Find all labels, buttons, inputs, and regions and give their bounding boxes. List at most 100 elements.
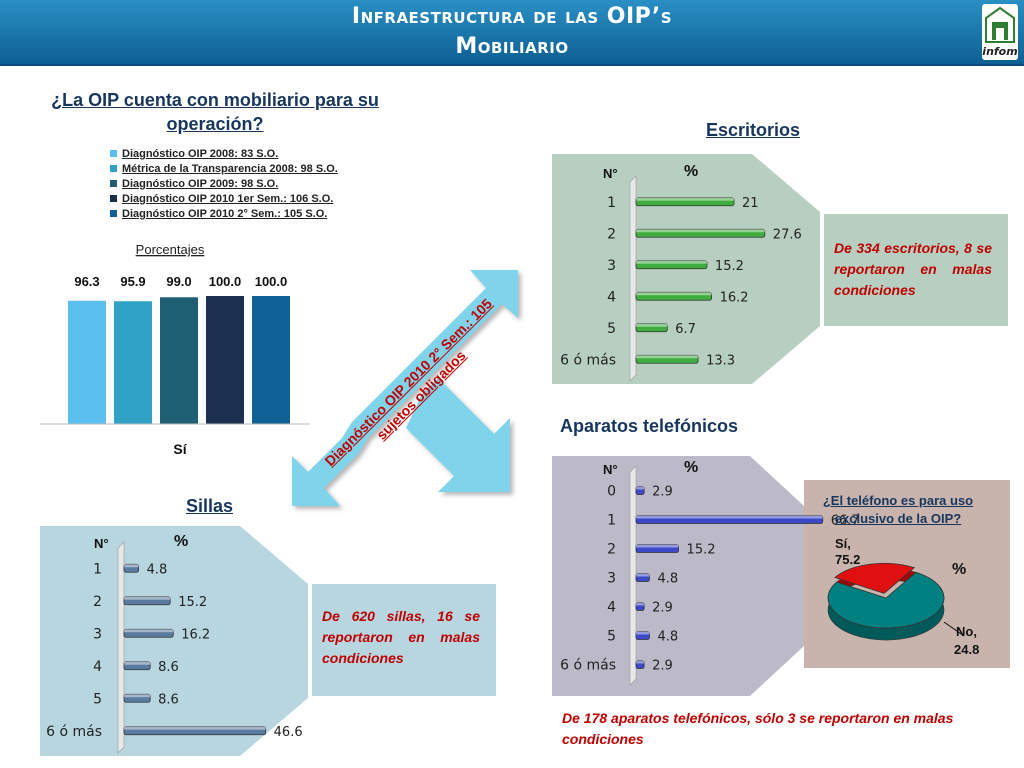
bar-value-label: 4.8 — [147, 562, 168, 577]
category-label: 4 — [607, 600, 616, 616]
main-bar-value-label: 95.9 — [120, 274, 145, 289]
main-bar — [160, 297, 198, 424]
pie-percent-label: % — [952, 561, 967, 578]
legend-label: Métrica de la Transparencia 2008: 98 S.O… — [122, 162, 338, 175]
main-bar-value-label: 96.3 — [74, 274, 99, 289]
bar-highlight — [124, 694, 151, 698]
axis-wall — [629, 175, 637, 382]
category-label: 4 — [93, 659, 102, 675]
bar-value-label: 6.7 — [675, 322, 696, 337]
bar-value-label: 4.8 — [657, 572, 678, 587]
category-label: 3 — [607, 258, 616, 274]
category-label: 6 ó más — [560, 352, 616, 368]
telefonos-col-n: N° — [603, 462, 618, 477]
legend-item: Diagnóstico OIP 2008: 83 S.O. — [110, 146, 338, 161]
bar — [635, 228, 766, 238]
axis-wall — [629, 465, 637, 686]
main-question: ¿La OIP cuenta con mobiliario para su op… — [51, 90, 379, 134]
legend-label: Diagnóstico OIP 2010 2° Sem.: 105 S.O. — [122, 207, 328, 220]
building-icon — [985, 6, 1015, 43]
bar-highlight — [636, 486, 645, 490]
bar — [123, 693, 151, 703]
slide-header: Infraestructura de las OIP’s Mobiliario … — [0, 0, 1024, 66]
escritorios-bar-chart: 1 21 2 27.6 3 15.2 4 16.2 5 6.7 6 ó más 13.3 — [560, 175, 802, 382]
sillas-bar-chart: 1 4.8 2 15.2 3 16.2 4 8.6 5 8.6 6 ó más 46.6 — [46, 541, 303, 754]
bar — [635, 544, 679, 553]
category-label: 2 — [607, 542, 616, 558]
category-label: 3 — [93, 626, 102, 642]
bar-highlight — [636, 515, 823, 519]
legend-swatch — [110, 195, 117, 202]
slide-subtitle: Mobiliario — [455, 34, 569, 59]
pie-slice — [827, 571, 945, 629]
bar — [123, 628, 174, 638]
arrow-down-right — [406, 378, 510, 492]
main-bar — [252, 296, 290, 424]
pie-no-value: 24.8 — [954, 642, 980, 657]
main-category-label: Sí — [173, 441, 187, 457]
sillas-title: Sillas — [186, 496, 234, 516]
escritorios-title: Escritorios — [706, 120, 801, 140]
bar — [123, 726, 267, 736]
legend-label: Diagnóstico OIP 2010 1er Sem.: 106 S.O. — [122, 192, 334, 205]
slide-title: Infraestructura de las OIP’s — [351, 4, 673, 29]
bar-value-label: 46.6 — [274, 725, 303, 740]
telefonos-note: De 178 aparatos telefónicos, sólo 3 se r… — [562, 710, 954, 747]
bar — [635, 197, 735, 207]
sillas-col-n: N° — [94, 536, 109, 551]
pie-no-label: No, — [956, 624, 977, 639]
escritorios-col-n: N° — [603, 166, 618, 181]
bar-highlight — [636, 260, 707, 264]
bar — [635, 260, 708, 270]
category-label: 6 ó más — [560, 658, 616, 674]
bar-value-label: 21 — [742, 196, 759, 211]
main-legend: Diagnóstico OIP 2008: 83 S.O. Métrica de… — [110, 146, 338, 221]
bar — [635, 323, 668, 333]
pie-si-value: 75.2 — [835, 552, 861, 567]
bar-value-label: 27.6 — [773, 227, 802, 242]
bar-highlight — [636, 292, 712, 296]
bar — [635, 631, 650, 640]
bar-highlight — [636, 229, 765, 233]
category-label: 3 — [607, 571, 616, 587]
bar-value-label: 4.8 — [657, 630, 678, 645]
telefonos-title: Aparatos telefónicos — [560, 416, 739, 436]
bar — [123, 596, 171, 606]
bar-highlight — [636, 573, 650, 577]
telefonos-bar-chart: 0 2.9 1 66.7 2 15.2 3 4.8 4 2.9 5 4.8 6 ó más 2.9 — [560, 465, 860, 686]
telefonos-col-pct: % — [684, 459, 699, 476]
bar-highlight — [636, 660, 645, 664]
bar-value-label: 2.9 — [652, 485, 673, 500]
bar — [635, 291, 712, 301]
bar-value-label: 16.2 — [181, 627, 210, 642]
bar-highlight — [124, 661, 151, 665]
bar — [123, 563, 139, 573]
main-bar-value-label: 100.0 — [209, 274, 242, 289]
bar-highlight — [636, 544, 679, 548]
bar-value-label: 13.3 — [706, 353, 735, 368]
bar-value-label: 15.2 — [715, 259, 744, 274]
sillas-panel — [40, 526, 496, 756]
bar-highlight — [636, 197, 734, 201]
bar-highlight — [124, 629, 174, 633]
bar-highlight — [636, 631, 650, 635]
bar-value-label: 8.6 — [158, 660, 179, 675]
category-label: 1 — [607, 513, 616, 529]
bar — [635, 573, 650, 582]
main-chart-title: Porcentajes — [136, 242, 205, 257]
logo-text: infom — [982, 45, 1018, 58]
bar-value-label: 15.2 — [687, 543, 716, 558]
arrow-bottom-left — [292, 438, 358, 506]
legend-item: Diagnóstico OIP 2010 1er Sem.: 106 S.O. — [110, 191, 338, 206]
arrow-up-right — [352, 270, 518, 438]
bar-value-label: 15.2 — [178, 595, 207, 610]
category-label: 1 — [93, 561, 102, 577]
bar-value-label: 2.9 — [652, 659, 673, 674]
legend-swatch — [110, 150, 117, 157]
pie-question: ¿El teléfono es para uso exclusivo de la… — [822, 493, 974, 526]
main-bar-chart: Porcentajes 96.3 95.9 99.0 100.0 100.0 Sí — [40, 242, 310, 457]
pie-slice — [834, 562, 916, 594]
arrow-shaft — [342, 422, 368, 454]
category-label: 5 — [607, 629, 616, 645]
bar — [635, 486, 645, 495]
